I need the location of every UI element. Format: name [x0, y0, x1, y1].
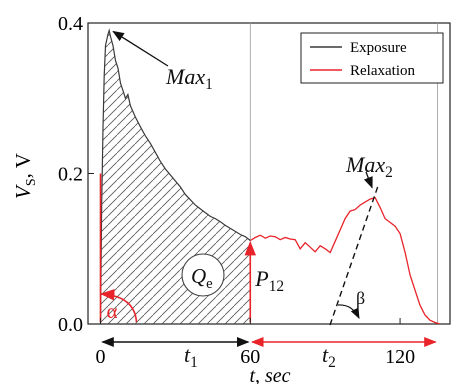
x-tick-label: 60	[240, 346, 260, 368]
qe-circle	[181, 253, 225, 297]
p12-label-sub: 12	[269, 278, 284, 295]
max1-label-sub: 1	[205, 76, 213, 93]
t1-label-main: t	[184, 342, 191, 367]
p12-label-main: P	[254, 266, 268, 291]
t1-label-sub: 1	[190, 354, 198, 371]
max1-arrow	[112, 30, 169, 67]
legend-box	[300, 32, 444, 84]
y-ticks: 0.0 0.2 0.4	[58, 13, 94, 336]
beta-label: β	[356, 288, 365, 308]
max1-label-main: Max	[165, 64, 205, 89]
qe-label-main: Q	[191, 264, 206, 288]
y-axis-label: VS, V	[11, 153, 39, 199]
legend-label-exposure: Exposure	[350, 40, 407, 56]
x-tick-label: 120	[385, 346, 415, 368]
qe-hatched-area	[100, 30, 251, 324]
t2-label-sub: 2	[328, 354, 336, 371]
qe-label: Qe	[191, 264, 213, 292]
qe-label-sub: e	[206, 276, 213, 292]
y-tick-label: 0.2	[58, 164, 83, 186]
series-line-exposure	[99, 28, 251, 324]
beta-arc	[337, 304, 360, 319]
series-line-relaxation	[249, 196, 441, 324]
x-ticks: 0 60 120	[95, 318, 415, 368]
max2-label-sub: 2	[385, 164, 393, 181]
x-axis-label: t, sec	[249, 365, 290, 384]
alpha-label: α	[106, 299, 117, 323]
p12-label: P12	[254, 266, 284, 295]
max2-label: Max2	[345, 152, 393, 181]
t1-label: t1	[184, 342, 198, 371]
max2-label-main: Max	[345, 152, 385, 177]
y-tick-label: 0.4	[58, 13, 83, 35]
max2-arrow	[363, 171, 373, 189]
tangent-dashed-line	[329, 185, 379, 326]
max1-label: Max1	[165, 64, 213, 93]
y-tick-label: 0.0	[58, 314, 83, 336]
t2-label-main: t	[322, 342, 329, 367]
t2-label: t2	[322, 342, 336, 371]
alpha-arc	[100, 289, 138, 323]
x-tick-label: 0	[95, 346, 105, 368]
legend-label-relaxation: Relaxation	[350, 63, 415, 79]
legend: Exposure Relaxation	[300, 32, 444, 84]
